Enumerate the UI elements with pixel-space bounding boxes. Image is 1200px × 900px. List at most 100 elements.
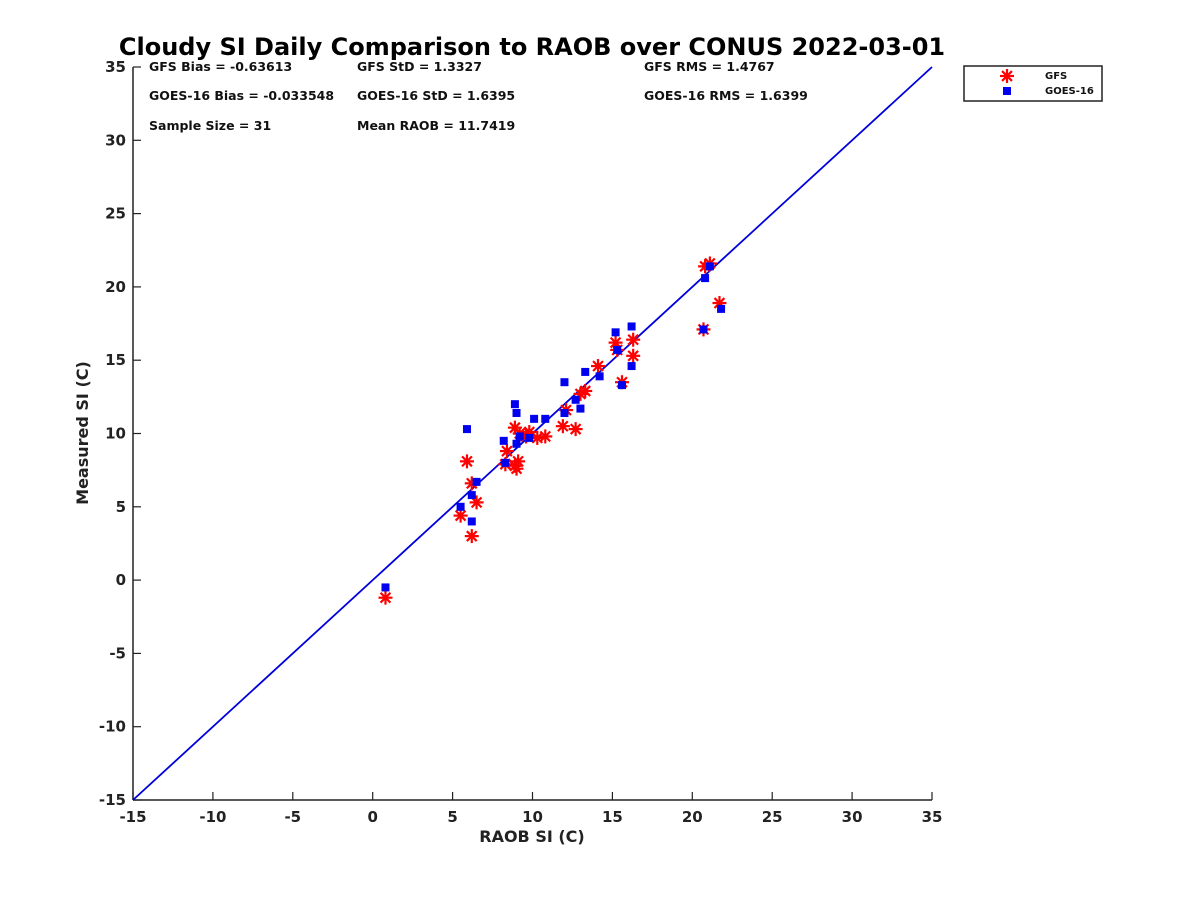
asterisk-stroke: [466, 530, 478, 542]
legend-box: [963, 65, 1103, 102]
y-axis-label: Measured SI (C): [73, 361, 92, 505]
gfs-point: [469, 495, 484, 510]
goes16-point: [512, 408, 521, 417]
goes16-point: [717, 304, 726, 313]
x-tick-label: 25: [762, 808, 783, 826]
asterisk-stroke: [379, 591, 392, 604]
goes16-point: [530, 414, 539, 423]
asterisk-stroke: [509, 421, 521, 434]
goes16-point: [627, 362, 636, 371]
asterisk-stroke: [470, 496, 483, 509]
goes16-point: [515, 432, 524, 441]
y-tick-label: 5: [116, 498, 126, 516]
x-tick-label: 30: [842, 808, 863, 826]
gfs-point: [511, 454, 526, 469]
stat-text: GOES-16 RMS = 1.6399: [644, 88, 808, 103]
legend-goes16-label: GOES-16: [1045, 86, 1094, 97]
goes16-point: [705, 262, 714, 271]
gfs-point: [568, 422, 583, 437]
goes16-point: [499, 436, 508, 445]
series-goes16: [381, 262, 726, 592]
asterisk-stroke: [461, 455, 473, 468]
gfs-point: [538, 429, 553, 444]
chart-title: Cloudy SI Daily Comparison to RAOB over …: [119, 33, 945, 61]
goes16-point: [456, 502, 465, 511]
asterisk-stroke: [592, 360, 604, 372]
x-tick-label: -15: [119, 808, 146, 826]
x-tick-label: -10: [199, 808, 226, 826]
goes16-point: [467, 491, 476, 500]
goes16-point: [627, 322, 636, 331]
gfs-point: [459, 454, 474, 469]
gfs-point: [509, 461, 524, 476]
asterisk-stroke: [531, 432, 544, 444]
x-tick-label: 35: [922, 808, 943, 826]
asterisk-stroke: [579, 385, 591, 397]
asterisk-stroke: [539, 430, 552, 443]
goes16-point: [611, 328, 620, 337]
statistics-annotations: GFS Bias = -0.63613 GFS StD = 1.3327 GFS R…: [149, 59, 808, 133]
stat-text: GFS StD = 1.3327: [357, 59, 482, 74]
y-tick-label: 30: [105, 131, 126, 149]
x-tick-label: -5: [284, 808, 301, 826]
gfs-point: [453, 508, 468, 523]
asterisk-stroke: [569, 423, 582, 435]
asterisk-stroke: [627, 350, 639, 362]
gfs-point: [464, 529, 479, 544]
goes16-point: [701, 274, 710, 283]
stat-text: GFS Bias = -0.63613: [149, 59, 292, 74]
stat-text: GOES-16 Bias = -0.033548: [149, 88, 334, 103]
asterisk-stroke: [512, 455, 524, 468]
goes16-point: [501, 458, 510, 467]
y-tick-label: 15: [105, 351, 126, 369]
goes16-point: [472, 477, 481, 486]
goes16-point: [541, 414, 550, 423]
goes16-point: [560, 378, 569, 387]
x-tick-label: 15: [602, 808, 623, 826]
asterisk-stroke: [454, 509, 467, 522]
stat-text: GOES-16 StD = 1.6395: [357, 88, 515, 103]
stat-text: Sample Size = 31: [149, 118, 271, 133]
legend-gfs-label: GFS: [1045, 71, 1067, 82]
y-tick-label: -15: [99, 791, 126, 809]
goes16-point: [581, 367, 590, 376]
gfs-point: [626, 348, 641, 363]
goes16-point: [613, 345, 622, 354]
goes16-point: [617, 381, 626, 390]
axes: -15 -10 -5 0 5 10 15 20 25 30 35 -15 -10 -5 0 5 10 15 20 25…: [99, 58, 943, 826]
x-axis-label: RAOB SI (C): [479, 827, 584, 846]
goes16-point: [467, 517, 476, 526]
gfs-point: [499, 444, 514, 459]
y-tick-label: 35: [105, 58, 126, 76]
legend: GFS GOES-16: [963, 65, 1103, 102]
gfs-point: [591, 359, 606, 374]
x-tick-label: 20: [682, 808, 703, 826]
goes16-point: [571, 395, 580, 404]
gfs-point: [555, 419, 570, 434]
stat-text: GFS RMS = 1.4767: [644, 59, 775, 74]
goes16-point: [525, 433, 534, 442]
gfs-point: [626, 332, 641, 347]
y-tick-label: -10: [99, 718, 126, 736]
x-tick-label: 10: [522, 808, 543, 826]
gfs-point: [378, 590, 393, 605]
goes16-point: [462, 425, 471, 434]
x-tick-label: 0: [367, 808, 377, 826]
legend-goes16-marker: [1003, 87, 1011, 95]
asterisk-stroke: [627, 333, 639, 346]
goes16-point: [381, 583, 390, 592]
y-tick-label: 10: [105, 425, 126, 443]
y-tick-label: -5: [109, 644, 126, 662]
goes16-point: [512, 439, 521, 448]
goes16-point: [595, 372, 604, 381]
stat-text: Mean RAOB = 11.7419: [357, 118, 515, 133]
goes16-point: [576, 404, 585, 413]
goes16-point: [699, 325, 708, 334]
gfs-point: [578, 383, 593, 398]
x-tick-label: 5: [447, 808, 457, 826]
asterisk-stroke: [510, 462, 523, 475]
y-tick-label: 20: [105, 278, 126, 296]
data-points: [378, 256, 727, 605]
